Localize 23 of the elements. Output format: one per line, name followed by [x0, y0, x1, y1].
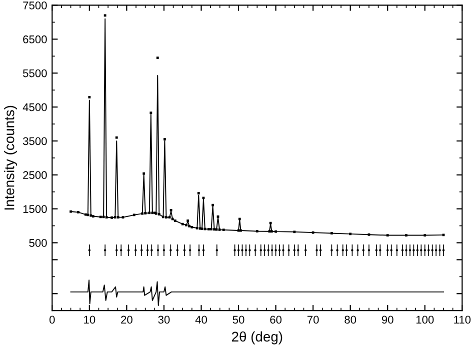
y-tick-label: 2500 — [23, 171, 47, 180]
x-tick-label: 20 — [121, 316, 132, 324]
x-tick-label: 60 — [270, 316, 282, 324]
y-tick-label: 4500 — [22, 103, 47, 112]
x-tick-label: 40 — [195, 316, 207, 324]
y-tick-label: 3500 — [22, 137, 47, 146]
y-tick-label: 1500 — [23, 205, 47, 213]
x-tick-label: 50 — [232, 316, 244, 324]
y-tick-label: 5500 — [23, 69, 47, 78]
x-tick-label: 80 — [344, 316, 356, 324]
y-axis-title: Intensity (counts) — [4, 106, 18, 210]
line-series — [70, 280, 444, 306]
x-tick-label: 110 — [454, 316, 471, 324]
x-tick-label: 90 — [382, 316, 394, 324]
x-tick-label: 100 — [416, 316, 434, 324]
y-tick-label: 7500 — [23, 2, 47, 10]
x-tick-label: 30 — [158, 316, 170, 324]
y-tick-label: 6500 — [23, 35, 47, 44]
x-tick-label: 70 — [307, 316, 319, 324]
x-tick-label: 10 — [84, 316, 96, 324]
y-tick-label: 500 — [29, 239, 47, 247]
x-axis-title: 2θ (deg) — [232, 331, 282, 344]
x-tick-label: 0 — [49, 316, 55, 324]
